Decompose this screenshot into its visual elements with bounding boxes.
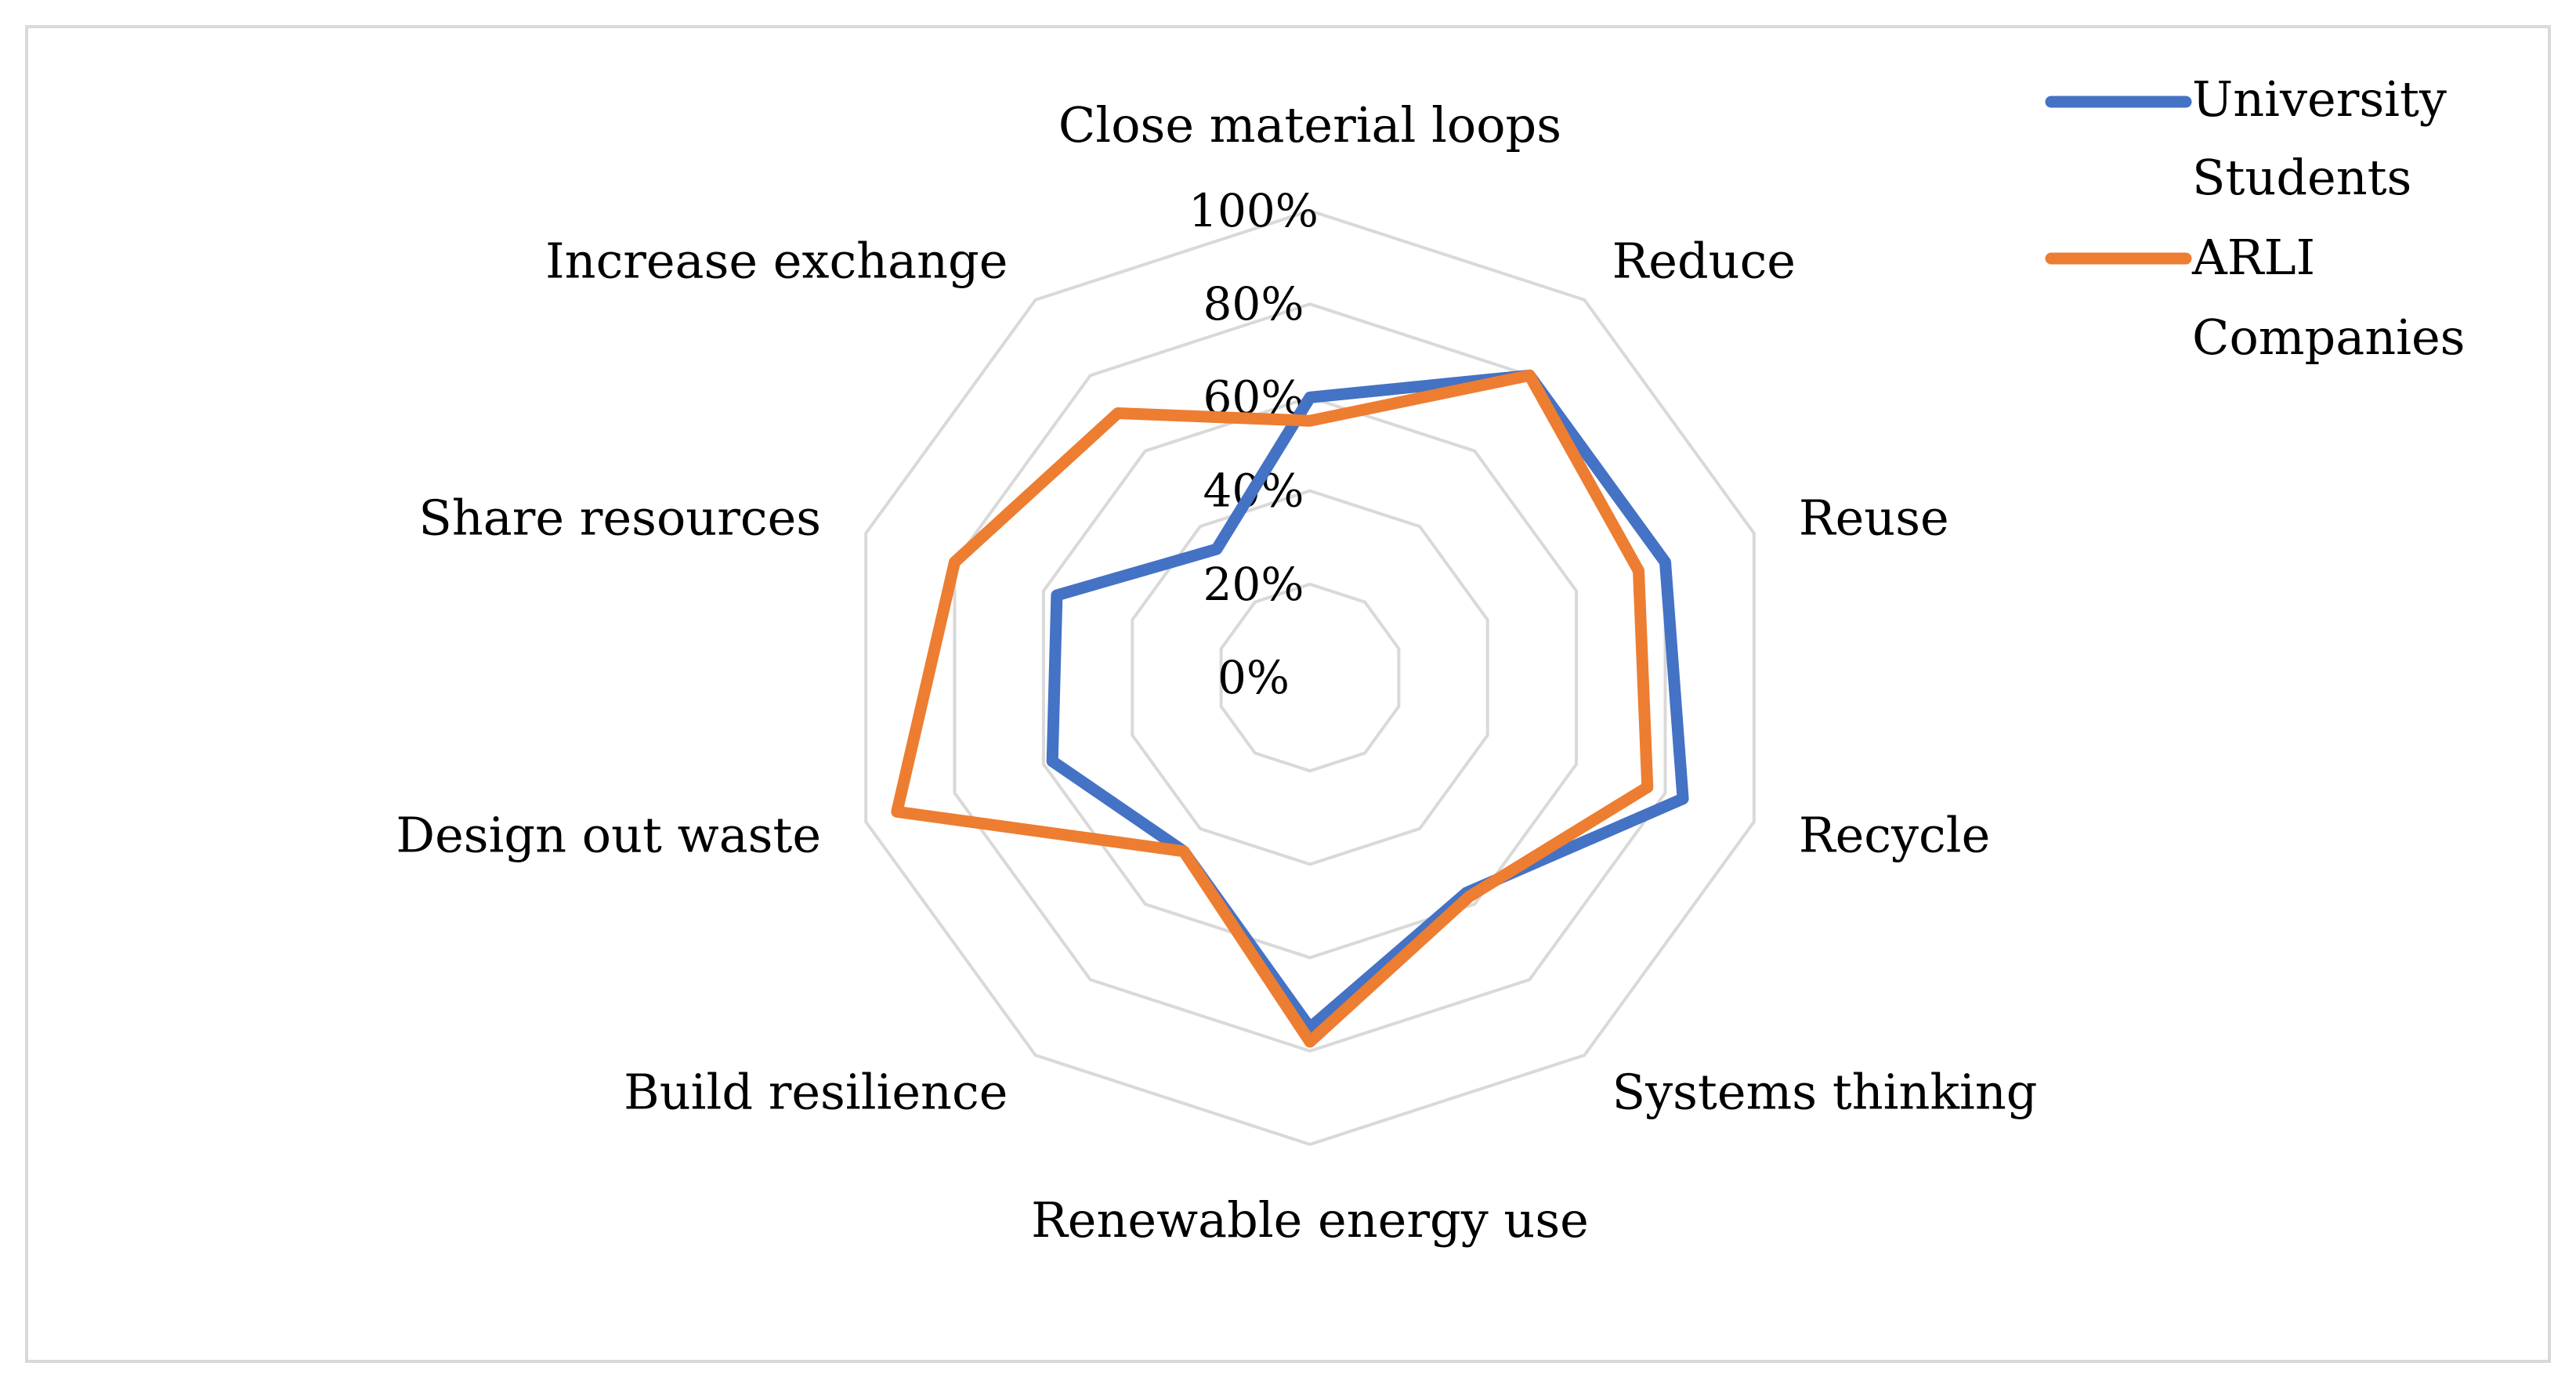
category-label-build-resilience: Build resilience — [624, 1064, 1008, 1121]
category-label-share-resources: Share resources — [418, 489, 821, 546]
chart-frame — [25, 25, 2551, 1363]
category-label-reduce: Reduce — [1612, 232, 1796, 289]
category-label-layer: Close material loops Reduce Reuse Recycle Sy… — [396, 96, 2037, 1249]
tick-label-80: 80% — [1203, 277, 1304, 331]
grid-layer — [864, 208, 1756, 1147]
category-label-increase-exchange: Increase exchange — [545, 232, 1008, 289]
category-label-design-out-waste: Design out waste — [396, 807, 821, 864]
tick-label-20: 20% — [1203, 558, 1304, 611]
series-layer — [891, 369, 1689, 1048]
series-line-arli-companies — [891, 369, 1654, 1048]
legend-label-arli-companies-line2: Companies — [2192, 309, 2465, 366]
grid-ring-60 — [1041, 396, 1579, 960]
category-label-recycle: Recycle — [1799, 807, 1990, 864]
tick-label-layer: 0%20%40%60%80%100% — [1189, 184, 1319, 704]
grid-ring-40 — [1131, 489, 1489, 866]
grid-ring-20 — [1219, 582, 1401, 773]
tick-label-0: 0% — [1217, 651, 1290, 704]
tick-label-100: 100% — [1189, 184, 1319, 237]
legend-label-university-students-line2: Students — [2192, 149, 2411, 206]
grid-ring-100 — [864, 208, 1756, 1147]
category-label-renewable-energy-use: Renewable energy use — [1031, 1191, 1589, 1249]
category-label-systems-thinking: Systems thinking — [1612, 1064, 2038, 1121]
legend-item-arli-companies[interactable]: ARLI Companies — [2045, 229, 2465, 366]
category-label-reuse: Reuse — [1799, 489, 1949, 546]
series-line-university-students — [1046, 369, 1689, 1034]
legend: University Students ARLI Companies — [2045, 70, 2465, 366]
category-label-close-material-loops: Close material loops — [1058, 96, 1561, 154]
legend-label-university-students-line1: University — [2192, 70, 2447, 128]
legend-item-university-students[interactable]: University Students — [2045, 70, 2447, 206]
legend-label-arli-companies-line1: ARLI — [2191, 229, 2315, 286]
